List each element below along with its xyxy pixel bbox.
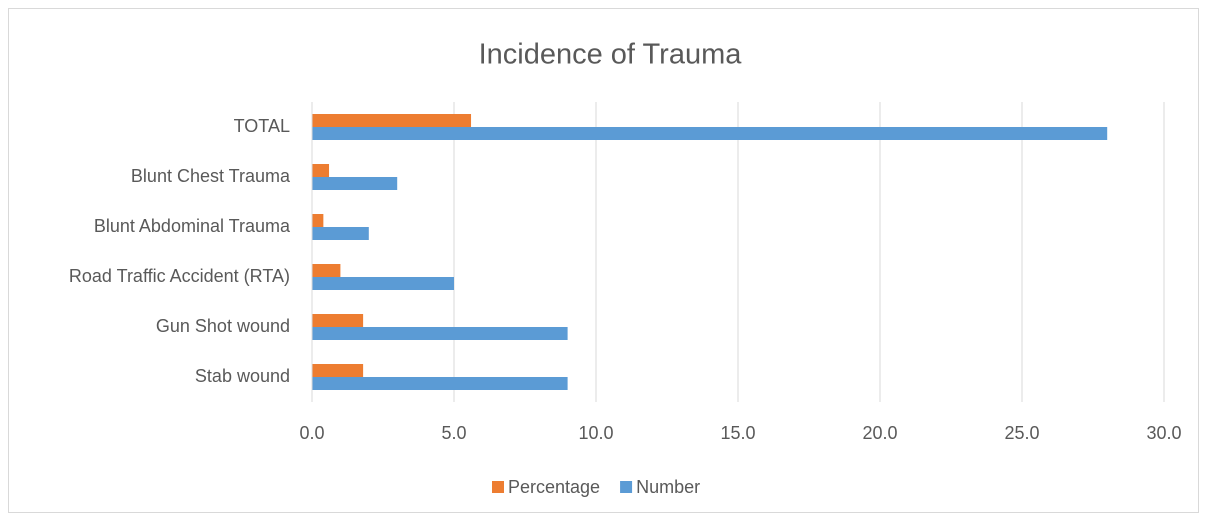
y-tick-label: Blunt Chest Trauma bbox=[131, 166, 291, 186]
x-tick-label: 0.0 bbox=[299, 423, 324, 443]
x-tick-label: 25.0 bbox=[1004, 423, 1039, 443]
bar bbox=[312, 127, 1108, 140]
x-tick-label: 20.0 bbox=[862, 423, 897, 443]
y-tick-label: Blunt Abdominal Trauma bbox=[94, 216, 291, 236]
legend-swatch bbox=[620, 481, 633, 493]
chart-border bbox=[8, 8, 1199, 513]
bar bbox=[312, 327, 568, 340]
bar bbox=[312, 177, 398, 190]
x-tick-label: 30.0 bbox=[1146, 423, 1181, 443]
bar bbox=[312, 277, 454, 290]
y-tick-label: TOTAL bbox=[234, 116, 290, 136]
y-tick-label: Stab wound bbox=[195, 366, 290, 386]
bar bbox=[312, 114, 472, 127]
legend-label: Percentage bbox=[508, 477, 600, 497]
chart-title: Incidence of Trauma bbox=[479, 39, 743, 71]
bar bbox=[312, 314, 364, 327]
x-tick-label: 5.0 bbox=[441, 423, 466, 443]
bar bbox=[312, 164, 330, 177]
legend-label: Number bbox=[636, 477, 700, 497]
bar bbox=[312, 377, 568, 390]
y-tick-label: Gun Shot wound bbox=[156, 316, 290, 336]
bar bbox=[312, 264, 341, 277]
legend-swatch bbox=[492, 481, 504, 493]
x-tick-label: 15.0 bbox=[720, 423, 755, 443]
bar bbox=[312, 214, 324, 227]
bar bbox=[312, 227, 369, 240]
bar bbox=[312, 364, 364, 377]
x-tick-label: 10.0 bbox=[578, 423, 613, 443]
y-tick-label: Road Traffic Accident (RTA) bbox=[69, 266, 290, 286]
